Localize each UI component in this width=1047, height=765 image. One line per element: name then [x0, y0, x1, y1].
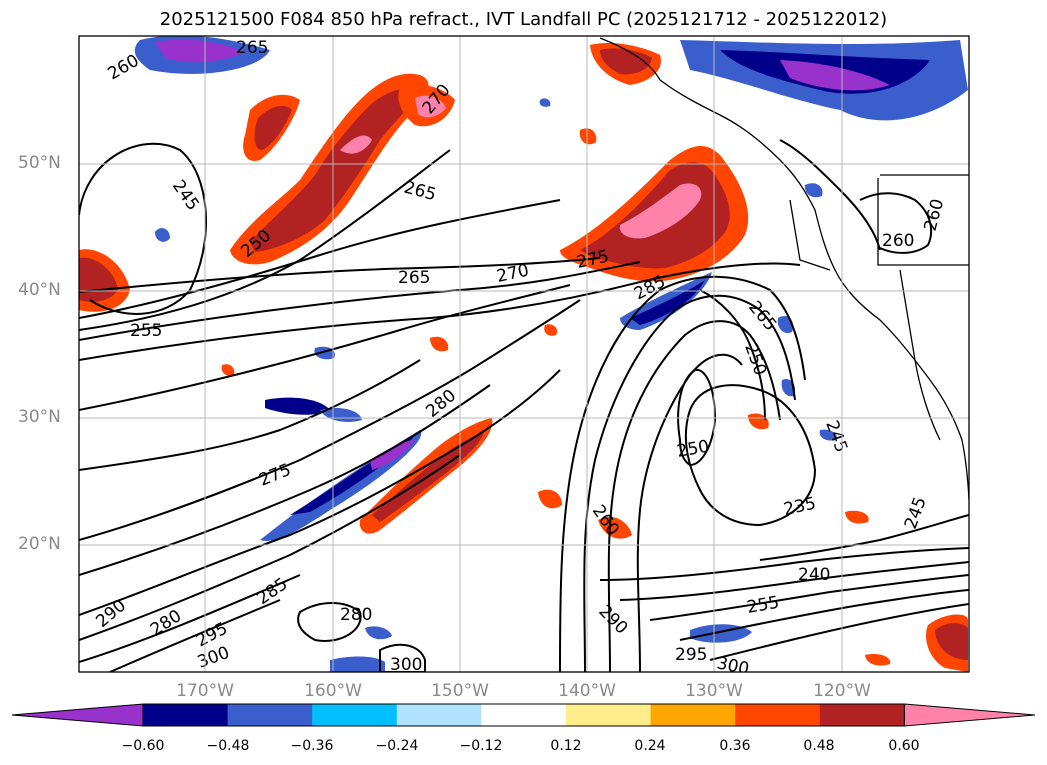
contour-label: 265 — [398, 268, 430, 288]
contour-label: 255 — [130, 321, 162, 341]
map-frame — [78, 35, 970, 673]
colorbar-bin — [143, 704, 229, 726]
colorbar-extend-max — [903, 703, 1036, 727]
colorbar-extend-min — [11, 703, 144, 727]
lon-label-130w: 130°W — [685, 681, 743, 701]
coastline — [599, 37, 969, 501]
contour-label: 280 — [340, 605, 372, 625]
map-plot-area: 260 265 245 250 270 265 265 270 275 285 … — [79, 36, 969, 679]
lat-label-30n: 30°N — [18, 407, 61, 427]
refractivity-contours — [79, 139, 969, 672]
contour-label: 240 — [798, 565, 830, 585]
colorbar-label: −0.60 — [121, 738, 165, 754]
graticule — [79, 36, 969, 672]
colorbar — [11, 703, 1036, 727]
colorbar-bin — [312, 704, 398, 726]
colorbar-label: 0.12 — [550, 738, 582, 754]
colorbar-bin — [566, 704, 652, 726]
colorbar-bin — [227, 704, 313, 726]
colorbar-bin — [819, 704, 905, 726]
colorbar-label: −0.24 — [375, 738, 419, 754]
lon-label-170w: 170°W — [176, 681, 234, 701]
lon-label-160w: 160°W — [304, 681, 362, 701]
colorbar-label: −0.12 — [459, 738, 503, 754]
lon-label-140w: 140°W — [558, 681, 616, 701]
lat-label-20n: 20°N — [18, 534, 61, 554]
lat-label-50n: 50°N — [18, 153, 61, 173]
contour-label: 300 — [390, 655, 422, 675]
lat-label-40n: 40°N — [18, 280, 61, 300]
contour-label: 260 — [882, 231, 914, 251]
lon-label-120w: 120°W — [813, 681, 871, 701]
colorbar-label: 0.48 — [803, 738, 835, 754]
colorbar-frame — [142, 703, 905, 727]
colorbar-bin — [735, 704, 821, 726]
lon-label-150w: 150°W — [431, 681, 489, 701]
colorbar-bin — [396, 704, 482, 726]
colorbar-bin — [650, 704, 736, 726]
contour-label: 300 — [715, 653, 751, 679]
map-title: 2025121500 F084 850 hPa refract., IVT La… — [159, 9, 888, 30]
colorbar-label: 0.36 — [719, 738, 751, 754]
colorbar-label: −0.48 — [206, 738, 250, 754]
colorbar-label: 0.60 — [888, 738, 920, 754]
colorbar-bin — [481, 704, 567, 726]
colorbar-label: −0.36 — [290, 738, 334, 754]
contour-label: 295 — [675, 645, 707, 665]
contour-label: 265 — [236, 38, 268, 58]
colorbar-label: 0.24 — [634, 738, 666, 754]
